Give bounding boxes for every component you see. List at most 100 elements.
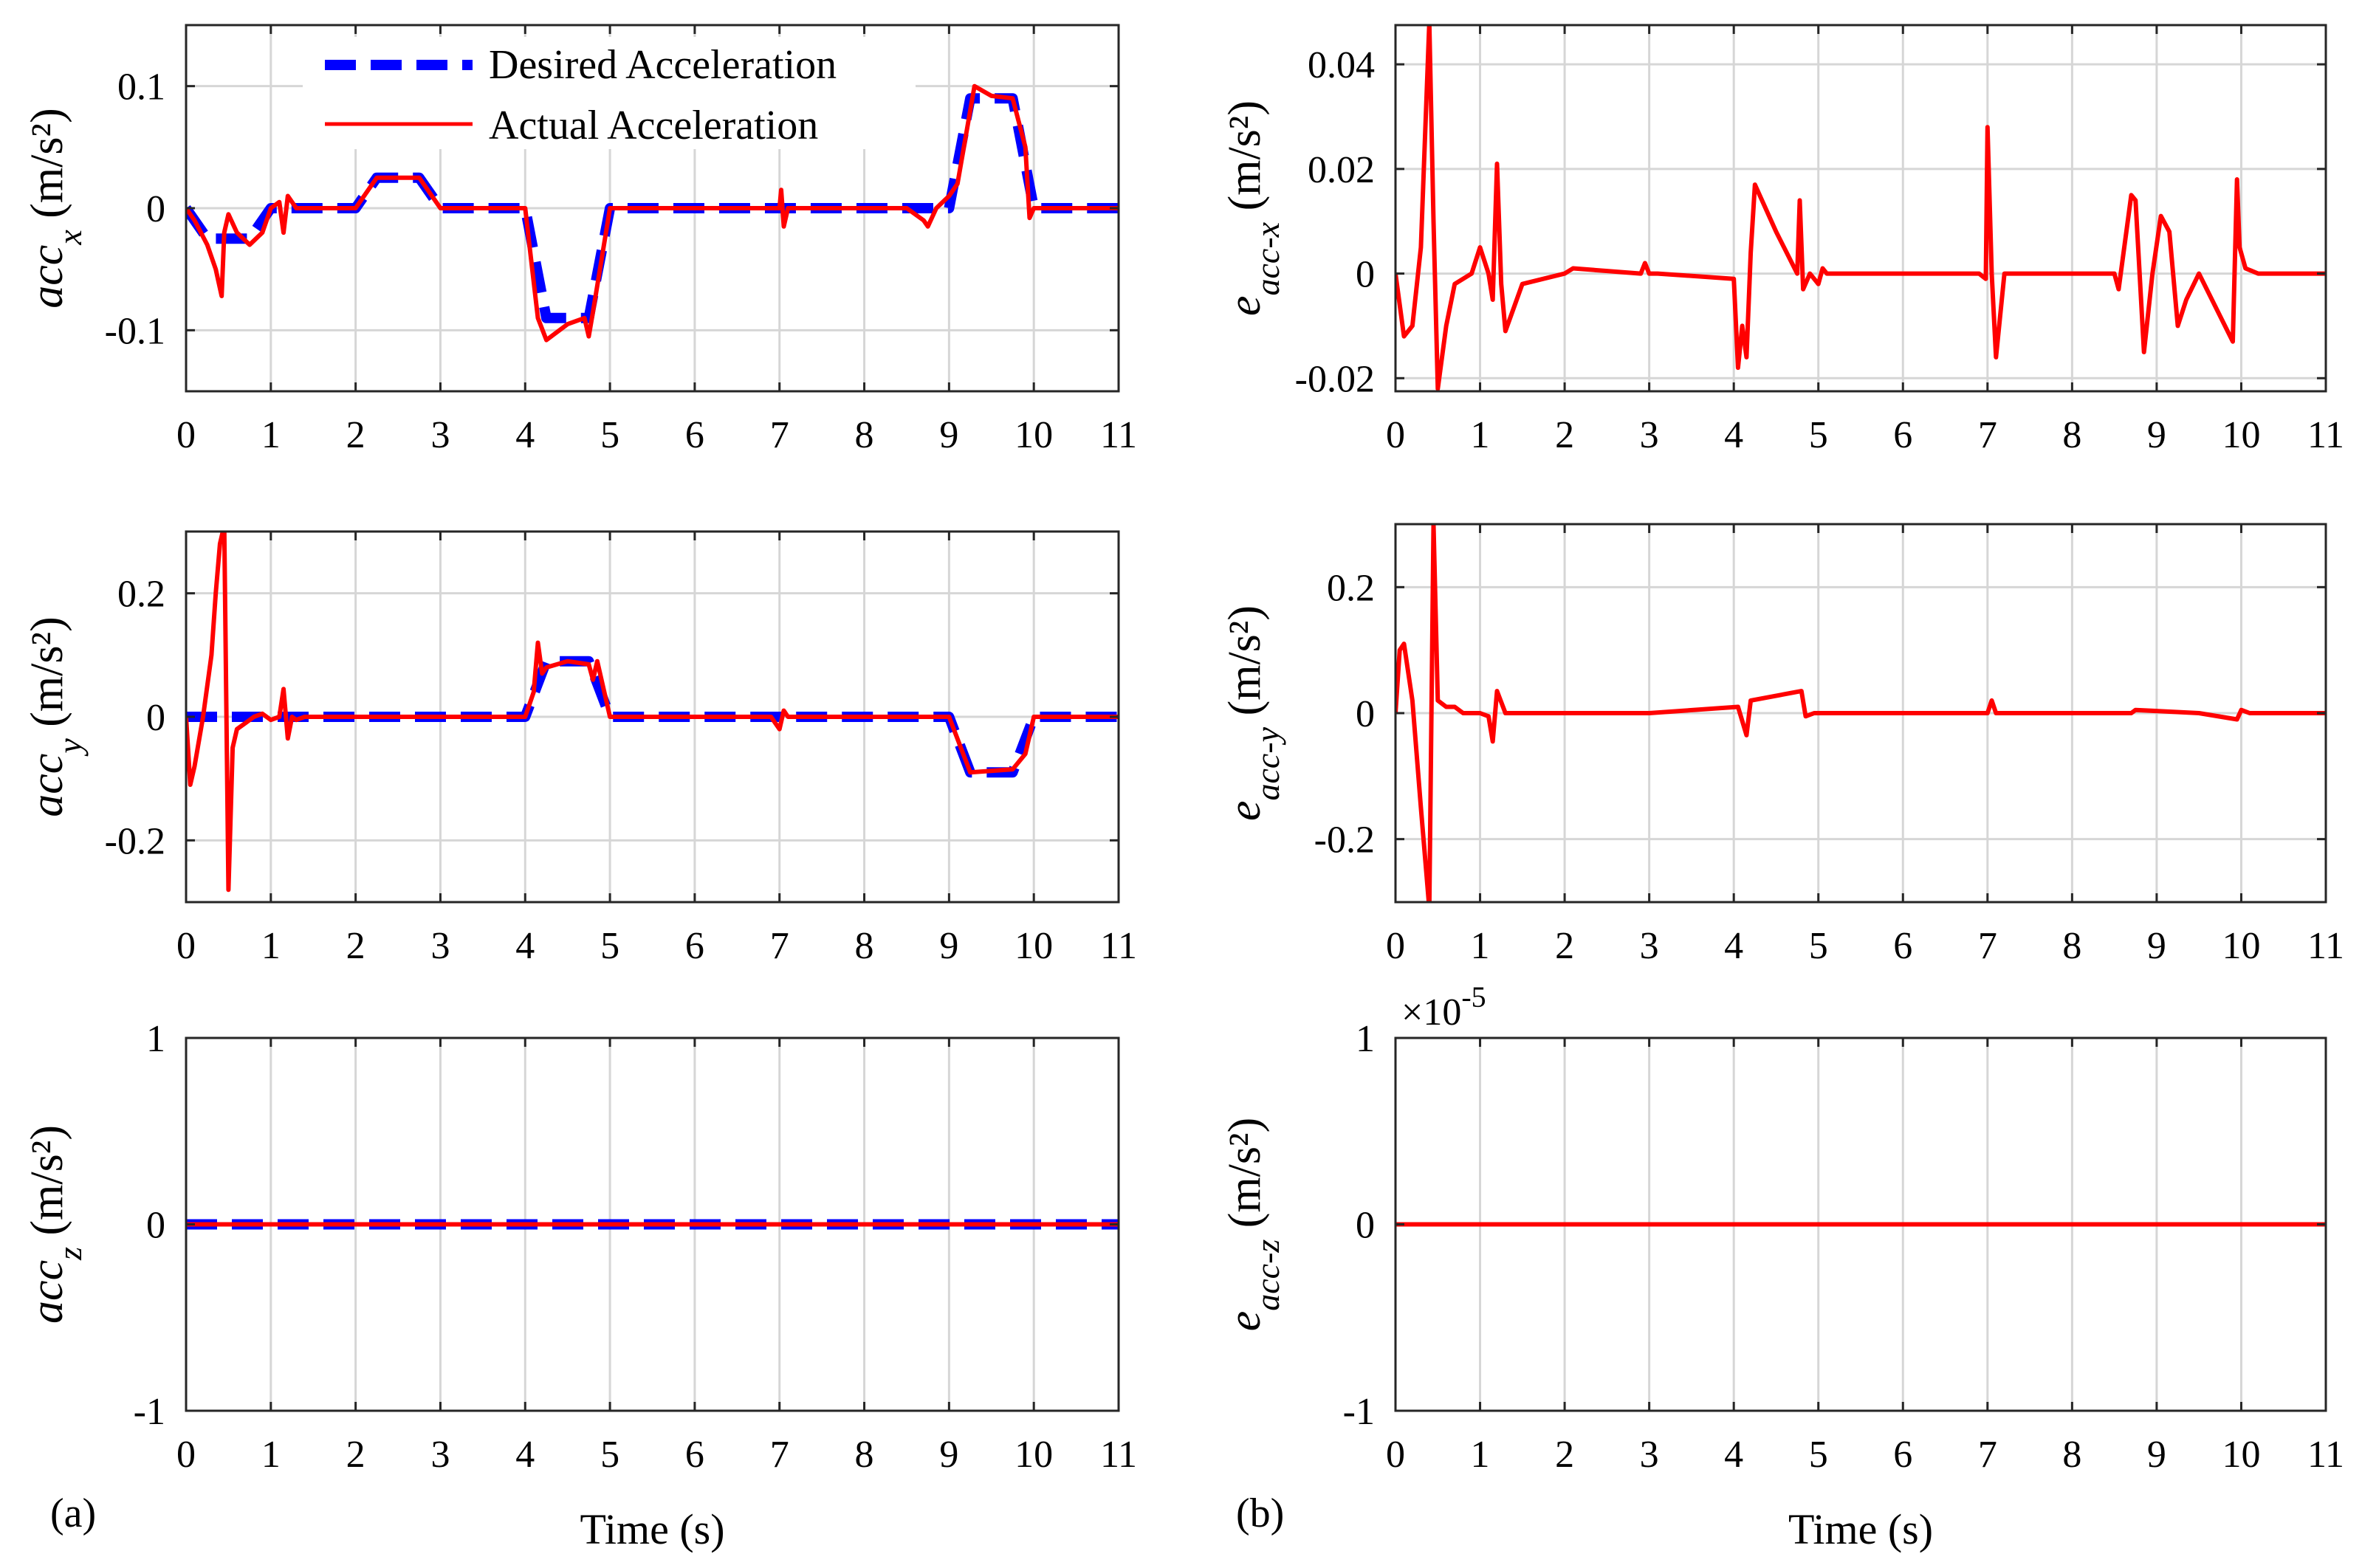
x-tick-label: 5 <box>600 1434 619 1476</box>
y-tick-label: -1 <box>134 1391 165 1433</box>
y-tick-label: -0.2 <box>105 820 165 862</box>
series-line-actual-acceleration <box>186 532 1119 893</box>
x-tick-label: 7 <box>770 1434 789 1476</box>
x-tick-label: 1 <box>261 1434 281 1476</box>
axes-frame <box>1394 24 2327 393</box>
x-tick-label: 0 <box>1386 1434 1405 1476</box>
x-tick-label: 7 <box>770 414 789 456</box>
series-line-actual-acceleration <box>186 83 1119 343</box>
y-tick-label: 0 <box>146 188 165 230</box>
x-tick-label: 8 <box>2062 1434 2081 1476</box>
panel-label-b: (b) <box>1236 1490 1284 1536</box>
legend-actual-label: Actual Acceleration <box>489 103 818 148</box>
x-tick-label: 11 <box>1100 925 1137 967</box>
series-line-error <box>1395 25 2326 391</box>
x-tick-label: 3 <box>430 925 450 967</box>
x-tick-label: 8 <box>855 414 874 456</box>
y-tick-label: 0 <box>146 1205 165 1247</box>
y-tick-label: 0 <box>146 697 165 739</box>
x-tick-label: 8 <box>855 1434 874 1476</box>
y-axis-label: eacc-y (m/s²) <box>1220 605 1286 821</box>
x-tick-label: 4 <box>515 925 535 967</box>
y-tick-label: 0.2 <box>1327 567 1375 609</box>
series-group <box>1395 524 2326 902</box>
x-tick-label: 10 <box>2222 925 2260 967</box>
x-tick-label: 3 <box>1640 925 1659 967</box>
x-tick-label: 9 <box>2147 1434 2166 1476</box>
x-tick-label: 1 <box>261 925 281 967</box>
y-tick-label: -1 <box>1343 1391 1375 1433</box>
y-axis-label: accy (m/s²) <box>22 616 89 816</box>
x-tick-label: 8 <box>2062 414 2081 456</box>
legend: Desired Acceleration Actual Acceleration <box>303 37 916 149</box>
x-tick-label: 10 <box>1015 1434 1053 1476</box>
y-tick-label: 0 <box>1356 254 1375 296</box>
x-tick-label: 11 <box>2307 925 2344 967</box>
x-tick-label: 10 <box>1015 414 1053 456</box>
series-group <box>186 83 1119 343</box>
series-group <box>1395 25 2326 391</box>
x-tick-label: 2 <box>1555 1434 1574 1476</box>
x-tick-label: 4 <box>515 414 535 456</box>
x-tick-label: 2 <box>1555 414 1574 456</box>
x-tick-label: 1 <box>261 414 281 456</box>
x-axis-label: Time (s) <box>580 1505 724 1553</box>
y-tick-label: -0.1 <box>105 310 165 352</box>
x-tick-label: 9 <box>939 1434 958 1476</box>
x-tick-label: 7 <box>1978 1434 1997 1476</box>
x-tick-label: 2 <box>346 414 365 456</box>
x-tick-label: 5 <box>600 925 619 967</box>
x-tick-label: 0 <box>176 1434 196 1476</box>
legend-desired-label: Desired Acceleration <box>489 42 837 88</box>
x-tick-label: 7 <box>1978 414 1997 456</box>
y-tick-label: 0.04 <box>1308 44 1375 86</box>
chart-acc-y: 0 1 2 3 4 5 6 7 8 9 10 11 -0.2 0 0.2 accy (m/s²) <box>22 530 1137 967</box>
x-tick-label: 3 <box>1640 1434 1659 1476</box>
y-exponent-label: ×10-5 <box>1401 980 1486 1034</box>
y-axis-label: eacc-x (m/s²) <box>1220 100 1286 316</box>
x-tick-label: 0 <box>176 925 196 967</box>
y-tick-label: 1 <box>146 1018 165 1060</box>
x-tick-label: 2 <box>346 1434 365 1476</box>
x-tick-label: 6 <box>1893 414 1912 456</box>
x-tick-label: 9 <box>939 414 958 456</box>
y-tick-label: 0 <box>1356 693 1375 735</box>
x-tick-label: 1 <box>1471 1434 1490 1476</box>
x-tick-label: 0 <box>1386 925 1405 967</box>
y-tick-label: 0.02 <box>1308 149 1375 191</box>
series-line-desired-acceleration <box>186 93 1119 323</box>
x-tick-label: 4 <box>1724 414 1743 456</box>
x-tick-label: 4 <box>515 1434 535 1476</box>
x-tick-label: 3 <box>430 414 450 456</box>
series-group <box>186 532 1119 893</box>
x-tick-label: 1 <box>1471 925 1490 967</box>
x-tick-label: 9 <box>2147 414 2166 456</box>
y-axis-label: accx (m/s²) <box>22 108 89 308</box>
x-tick-label: 8 <box>855 925 874 967</box>
x-tick-label: 4 <box>1724 1434 1743 1476</box>
x-tick-label: 5 <box>600 414 619 456</box>
chart-e-acc-z: 0 1 2 3 4 5 6 7 8 9 10 11 -1 0 1 eacc-z (m/s²) Time (s) ×… <box>1220 980 2344 1553</box>
y-tick-label: -0.02 <box>1295 358 1375 400</box>
x-tick-label: 8 <box>2062 925 2081 967</box>
x-tick-label: 5 <box>1809 1434 1828 1476</box>
y-tick-label: 0.2 <box>117 574 165 616</box>
x-tick-label: 6 <box>1893 925 1912 967</box>
x-tick-label: 6 <box>685 414 704 456</box>
x-tick-label: 11 <box>1100 414 1137 456</box>
y-tick-label: 1 <box>1356 1018 1375 1060</box>
x-tick-label: 6 <box>1893 1434 1912 1476</box>
x-tick-label: 11 <box>1100 1434 1137 1476</box>
x-tick-label: 3 <box>430 1434 450 1476</box>
series-line-error <box>1395 524 2326 902</box>
y-tick-label: 0 <box>1356 1205 1375 1247</box>
x-tick-label: 0 <box>176 414 196 456</box>
x-tick-label: 10 <box>2222 414 2260 456</box>
y-axis-label: eacc-z (m/s²) <box>1220 1118 1286 1332</box>
x-tick-label: 10 <box>2222 1434 2260 1476</box>
x-tick-label: 7 <box>1978 925 1997 967</box>
chart-e-acc-x: 0 1 2 3 4 5 6 7 8 9 10 11 -0.02 0 0.02 0.04 eacc-x (m/s²… <box>1220 24 2344 456</box>
x-tick-label: 10 <box>1015 925 1053 967</box>
